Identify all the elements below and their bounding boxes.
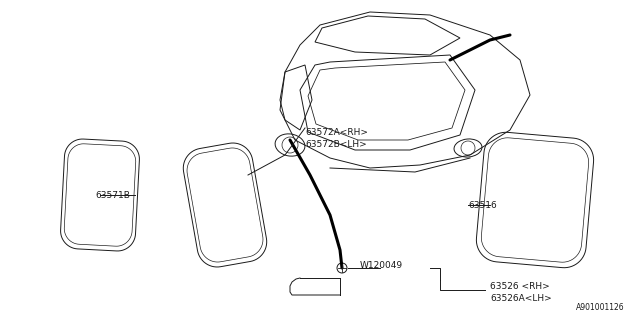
Text: 63516: 63516 [468, 201, 497, 210]
Text: 63526 <RH>
63526A<LH>: 63526 <RH> 63526A<LH> [490, 282, 552, 303]
Text: 63572A<RH>
63572B<LH>: 63572A<RH> 63572B<LH> [305, 128, 368, 149]
Text: A901001126: A901001126 [577, 303, 625, 312]
Text: W120049: W120049 [360, 260, 403, 269]
Text: 63571B: 63571B [95, 190, 130, 199]
